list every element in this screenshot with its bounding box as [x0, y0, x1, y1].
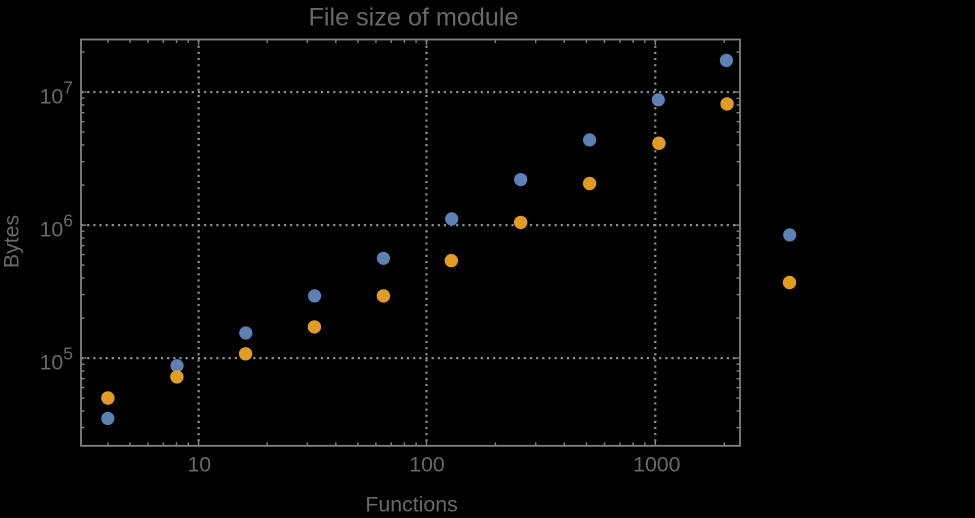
svg-text:Functions: Functions [365, 492, 457, 513]
svg-text:1000: 1000 [633, 453, 681, 477]
svg-text:100: 100 [409, 453, 445, 477]
svg-text:Bytes: Bytes [0, 215, 24, 268]
svg-text:File size of module: File size of module [309, 4, 519, 32]
svg-text:10: 10 [187, 453, 211, 477]
